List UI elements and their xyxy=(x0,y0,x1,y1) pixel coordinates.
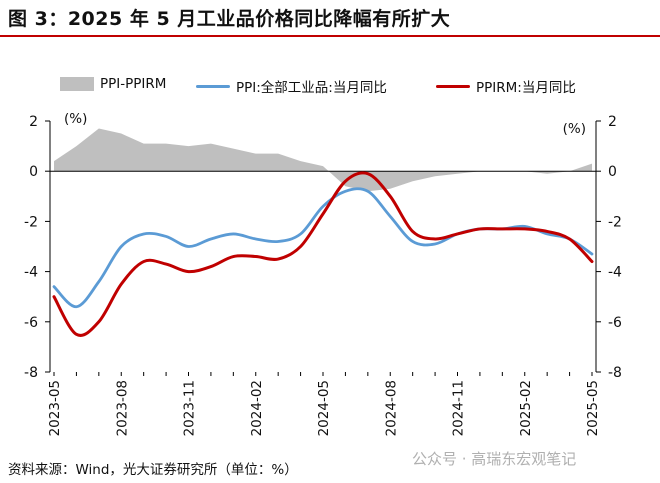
legend-label-ppi-ppirm: PPI-PPIRM xyxy=(100,76,167,92)
right-y-tick-label: -8 xyxy=(608,365,622,381)
source-note: 资料来源：Wind，光大证券研究所（单位：%） xyxy=(8,462,298,478)
left-y-tick-label: 0 xyxy=(29,164,38,180)
x-tick-label: 2024-11 xyxy=(451,380,467,436)
x-tick-label: 2023-11 xyxy=(182,380,198,436)
right-y-tick-label: 2 xyxy=(608,114,617,130)
title-rule xyxy=(0,35,660,37)
legend-item-ppi: PPI:全部工业品:当月同比 xyxy=(196,76,387,96)
left-y-tick-label: 2 xyxy=(29,114,38,130)
chart-legend: PPI-PPIRM PPI:全部工业品:当月同比 PPIRM:当月同比 xyxy=(0,76,660,98)
x-tick-label: 2023-05 xyxy=(47,380,63,436)
legend-label-ppi: PPI:全部工业品:当月同比 xyxy=(236,80,387,96)
right-y-tick-label: -4 xyxy=(608,265,622,281)
legend-label-ppirm: PPIRM:当月同比 xyxy=(476,80,576,96)
left-y-tick-label: -2 xyxy=(24,214,38,230)
x-tick-label: 2025-02 xyxy=(518,380,534,436)
legend-item-ppi-ppirm: PPI-PPIRM xyxy=(60,76,166,92)
legend-swatch-area xyxy=(60,77,94,91)
left-y-tick-label: -4 xyxy=(24,265,38,281)
left-y-tick-label: -8 xyxy=(24,365,38,381)
x-tick-label: 2024-02 xyxy=(249,380,265,436)
right-unit-label: (%) xyxy=(563,121,586,137)
area-series-ppi-ppirm xyxy=(54,128,592,192)
left-y-tick-label: -6 xyxy=(24,315,38,331)
x-tick-label: 2024-08 xyxy=(383,380,399,436)
figure-title: 图 3：2025 年 5 月工业品价格同比降幅有所扩大 xyxy=(8,8,451,30)
watermark-text: 公众号 · 高瑞东宏观笔记 xyxy=(412,450,577,468)
x-tick-label: 2024-05 xyxy=(316,380,332,436)
right-y-tick-label: -6 xyxy=(608,315,622,331)
line-series-ppi xyxy=(52,187,594,309)
x-tick-label: 2025-05 xyxy=(585,380,601,436)
legend-swatch-ppirm xyxy=(436,84,470,88)
legend-swatch-ppi xyxy=(196,84,230,88)
left-unit-label: (%) xyxy=(64,111,87,127)
right-y-tick-label: -2 xyxy=(608,214,622,230)
x-tick-label: 2023-08 xyxy=(114,380,130,436)
right-y-tick-label: 0 xyxy=(608,164,617,180)
legend-item-ppirm: PPIRM:当月同比 xyxy=(436,76,576,96)
line-series-ppirm xyxy=(52,171,594,337)
